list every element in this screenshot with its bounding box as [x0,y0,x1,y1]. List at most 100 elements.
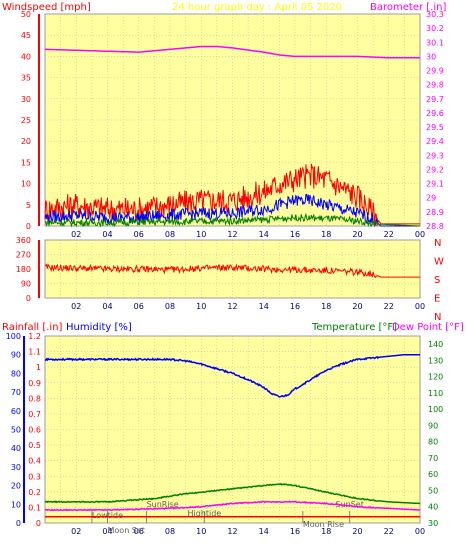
barometer-y-tick: 29.8 [426,81,444,90]
temperature-axis-title: Temperature [°F] [311,322,397,333]
barometer-y-tick: 30.1 [426,38,444,47]
wind-y-tick: 5 [26,201,31,210]
barometer-y-tick: 29.4 [426,137,444,146]
x-tick-label: 00 [415,302,425,311]
barometer-y-tick: 29.5 [426,123,444,132]
humidity-y-tick: 10 [11,500,21,509]
rain-y-tick: 0.5 [28,441,41,450]
direction-y-tick: 90 [21,280,31,289]
x-tick-label: 00 [415,527,425,536]
x-tick-label: 20 [352,302,362,311]
barometer-y-tick: 29.3 [426,151,444,160]
barometer-y-tick: 29.7 [426,95,444,104]
temp-y-tick: 130 [428,356,443,365]
temp-y-tick: 70 [428,454,438,463]
compass-label: S [434,275,440,286]
barometer-y-tick: 29 [426,194,436,203]
x-tick-label: 08 [165,302,175,311]
temp-y-tick: 80 [428,438,438,447]
x-tick-label: 12 [227,527,237,536]
x-tick-label: 06 [134,230,144,239]
x-tick-label: 14 [259,302,269,311]
x-tick-label: 22 [384,302,394,311]
humidity-y-tick: 50 [11,426,21,435]
rain-y-tick: 0.4 [28,457,41,466]
wind-y-tick: 25 [21,116,31,125]
graph-title: 24 hour graph day : April 05 2020 [172,2,342,13]
rain-y-tick: 0.9 [28,379,41,388]
barometer-y-tick: 29.6 [426,109,444,118]
rain-y-tick: 0.7 [28,410,41,419]
rain-y-tick: 1 [36,363,41,372]
temp-y-tick: 60 [428,470,438,479]
humidity-y-tick: 70 [11,388,21,397]
humidity-y-tick: 80 [11,369,21,378]
humidity-y-tick: 100 [6,332,21,341]
wind-y-tick: 35 [21,74,31,83]
wind-y-tick: 20 [21,137,31,146]
x-tick-label: 14 [259,527,269,536]
barometer-y-tick: 28.8 [426,222,444,231]
barometer-y-tick: 30.2 [426,24,444,33]
series-wind-gust [44,163,420,227]
wind-y-tick: 40 [21,52,31,61]
series-temperature [44,482,421,505]
rain-y-tick: 0.6 [28,426,41,435]
wind-y-tick: 10 [21,180,31,189]
barometer-y-tick: 30.3 [426,10,444,19]
x-tick-label: 18 [321,230,331,239]
humidity-y-tick: 30 [11,463,21,472]
series-wind-average [44,193,420,228]
temp-y-tick: 140 [428,340,443,349]
humidity-axis-title: Humidity [%] [66,322,132,333]
compass-label: N [434,312,441,323]
x-tick-label: 20 [352,527,362,536]
rain-y-tick: 0.2 [28,488,41,497]
x-tick-label: 08 [165,527,175,536]
barometer-y-tick: 28.9 [426,208,444,217]
x-tick-label: 02 [71,230,81,239]
temp-y-tick: 110 [428,389,443,398]
annotation-label: SunRise [147,500,179,509]
temp-y-tick: 30 [428,519,438,528]
wind-y-tick: 0 [26,222,31,231]
wind-y-tick: 30 [21,95,31,104]
rain-y-tick: 0.1 [28,503,41,512]
dewpoint-axis-title: Dew Point [°F] [392,322,464,333]
x-tick-label: 08 [165,230,175,239]
x-tick-label: 18 [321,302,331,311]
rainfall-axis-title: Rainfall [.in] [2,322,63,333]
temp-y-tick: 120 [428,373,443,382]
annotation-label: Hightide [188,509,222,518]
compass-label: W [434,257,444,268]
rain-y-tick: 0.3 [28,472,41,481]
temp-y-tick: 100 [428,405,443,414]
temp-y-tick: 40 [428,503,438,512]
x-tick-label: 06 [134,302,144,311]
wind-y-tick: 50 [21,10,31,19]
temp-y-tick: 90 [428,421,438,430]
x-tick-label: 22 [384,527,394,536]
barometer-axis-title: Barometer [.in] [370,2,446,13]
humidity-y-tick: 0 [16,519,21,528]
direction-y-tick: 0 [26,294,31,303]
x-tick-label: 18 [321,527,331,536]
x-tick-label: 22 [384,230,394,239]
humidity-y-tick: 60 [11,407,21,416]
direction-y-tick: 180 [16,265,31,274]
barometer-y-tick: 29.1 [426,180,444,189]
x-tick-label: 02 [71,527,81,536]
direction-y-tick: 360 [16,236,31,245]
rain-y-tick: 1.1 [28,348,41,357]
rain-y-tick: 1.2 [28,332,41,341]
windspeed-axis-title: Windspeed [mph] [2,2,91,13]
wind-y-tick: 15 [21,158,31,167]
rain-y-tick: 0 [36,519,41,528]
x-tick-label: 10 [196,230,206,239]
wind-y-tick: 45 [21,31,31,40]
series-humidity [44,353,420,398]
series-barometer [44,45,420,59]
x-tick-label: 04 [102,527,112,536]
humidity-y-tick: 20 [11,482,21,491]
